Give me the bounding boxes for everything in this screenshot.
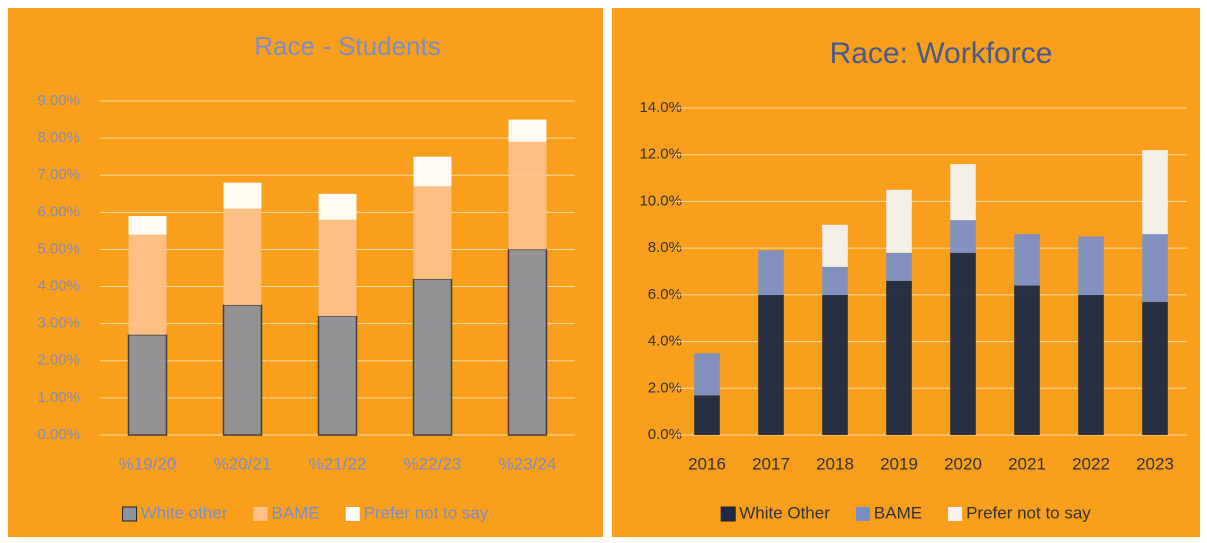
y-tick-label: 2.0% bbox=[648, 379, 682, 396]
bar-segment bbox=[886, 252, 912, 281]
legend-swatch bbox=[720, 506, 736, 522]
y-tick-label: 0.00% bbox=[37, 426, 80, 443]
bar-segment bbox=[223, 182, 262, 209]
bar-segment bbox=[508, 141, 547, 250]
legend-swatch bbox=[855, 507, 870, 521]
bar-segment bbox=[1142, 150, 1168, 235]
y-tick-label: 14.0% bbox=[639, 99, 682, 116]
y-tick-label: 7.00% bbox=[37, 166, 80, 183]
legend-swatch bbox=[345, 507, 360, 521]
x-tick-label: 2016 bbox=[688, 454, 726, 473]
chart-title: Race: Workforce bbox=[830, 37, 1053, 70]
bar-segment bbox=[694, 353, 720, 396]
bar-segment bbox=[758, 250, 784, 295]
legend-label: White other bbox=[141, 503, 228, 522]
y-tick-label: 5.00% bbox=[37, 240, 80, 257]
x-tick-label: 2023 bbox=[1136, 454, 1174, 473]
chart-title: Race - Students bbox=[254, 31, 440, 61]
bar-segment bbox=[950, 164, 976, 221]
bar-segment bbox=[318, 219, 357, 317]
bar-segment bbox=[886, 280, 912, 435]
bar-segment bbox=[318, 193, 357, 220]
y-tick-label: 2.00% bbox=[37, 352, 80, 369]
legend-label: Prefer not to say bbox=[364, 503, 489, 522]
x-tick-label: 2022 bbox=[1072, 454, 1110, 473]
y-tick-label: 0.0% bbox=[648, 426, 682, 443]
bar-segment bbox=[1142, 234, 1168, 302]
y-tick-label: 10.0% bbox=[639, 192, 682, 209]
chart: Race: Workforce 0.0% 2.0% 4.0% 6.0% 8.0% 10.0%… bbox=[612, 8, 1200, 537]
bar-segment bbox=[694, 395, 720, 435]
bar-segment bbox=[1078, 294, 1104, 435]
bar-segment bbox=[128, 234, 167, 335]
x-tick-label: 2019 bbox=[880, 454, 918, 473]
bar-segment bbox=[222, 304, 263, 436]
y-tick-label: 4.00% bbox=[37, 278, 80, 295]
x-tick-label: %23/24 bbox=[499, 454, 557, 473]
legend-label: White Other bbox=[739, 503, 830, 522]
y-tick-label: 4.0% bbox=[648, 333, 682, 350]
bar-segment bbox=[508, 119, 547, 142]
bar-segment bbox=[223, 208, 262, 306]
bar-segment bbox=[822, 266, 848, 295]
bar-segment bbox=[317, 315, 358, 436]
y-tick-label: 1.00% bbox=[37, 389, 80, 406]
bar-segment bbox=[413, 156, 452, 187]
x-tick-label: %20/21 bbox=[214, 454, 272, 473]
y-tick-label: 6.0% bbox=[648, 286, 682, 303]
bar-segment bbox=[128, 216, 167, 235]
bar-segment bbox=[1142, 301, 1168, 435]
bar-segment bbox=[886, 189, 912, 253]
y-tick-label: 9.00% bbox=[37, 92, 80, 109]
x-tick-label: 2021 bbox=[1008, 454, 1046, 473]
bar-segment bbox=[412, 278, 453, 436]
bar-segment bbox=[1014, 234, 1040, 286]
x-tick-label: 2018 bbox=[816, 454, 854, 473]
bar-segment bbox=[413, 186, 452, 280]
chart: Race - Students 0.00% 1.00% 2.00% 3.00% 4.00%… bbox=[8, 8, 603, 537]
bar-segment bbox=[822, 224, 848, 267]
y-tick-label: 12.0% bbox=[639, 146, 682, 163]
bar-segment bbox=[1014, 285, 1040, 435]
y-tick-label: 3.00% bbox=[37, 315, 80, 332]
bar-segment bbox=[950, 220, 976, 253]
bar-segment bbox=[950, 252, 976, 435]
x-tick-label: %22/23 bbox=[404, 454, 462, 473]
bar-segment bbox=[127, 334, 168, 436]
x-tick-label: 2020 bbox=[944, 454, 982, 473]
legend-label: BAME bbox=[874, 503, 922, 522]
bar-segment bbox=[507, 248, 548, 436]
y-tick-label: 8.0% bbox=[648, 239, 682, 256]
y-tick-label: 8.00% bbox=[37, 129, 80, 146]
legend-label: Prefer not to say bbox=[966, 503, 1091, 522]
bar-segment bbox=[1078, 236, 1104, 295]
legend-swatch bbox=[122, 506, 138, 522]
y-tick-label: 6.00% bbox=[37, 203, 80, 220]
legend-swatch bbox=[948, 507, 963, 521]
x-tick-label: 2017 bbox=[752, 454, 790, 473]
legend-label: BAME bbox=[272, 503, 320, 522]
bar-segment bbox=[822, 294, 848, 435]
x-tick-label: %19/20 bbox=[119, 454, 177, 473]
x-tick-label: %21/22 bbox=[309, 454, 367, 473]
bar-segment bbox=[758, 294, 784, 435]
legend-swatch bbox=[253, 507, 268, 521]
